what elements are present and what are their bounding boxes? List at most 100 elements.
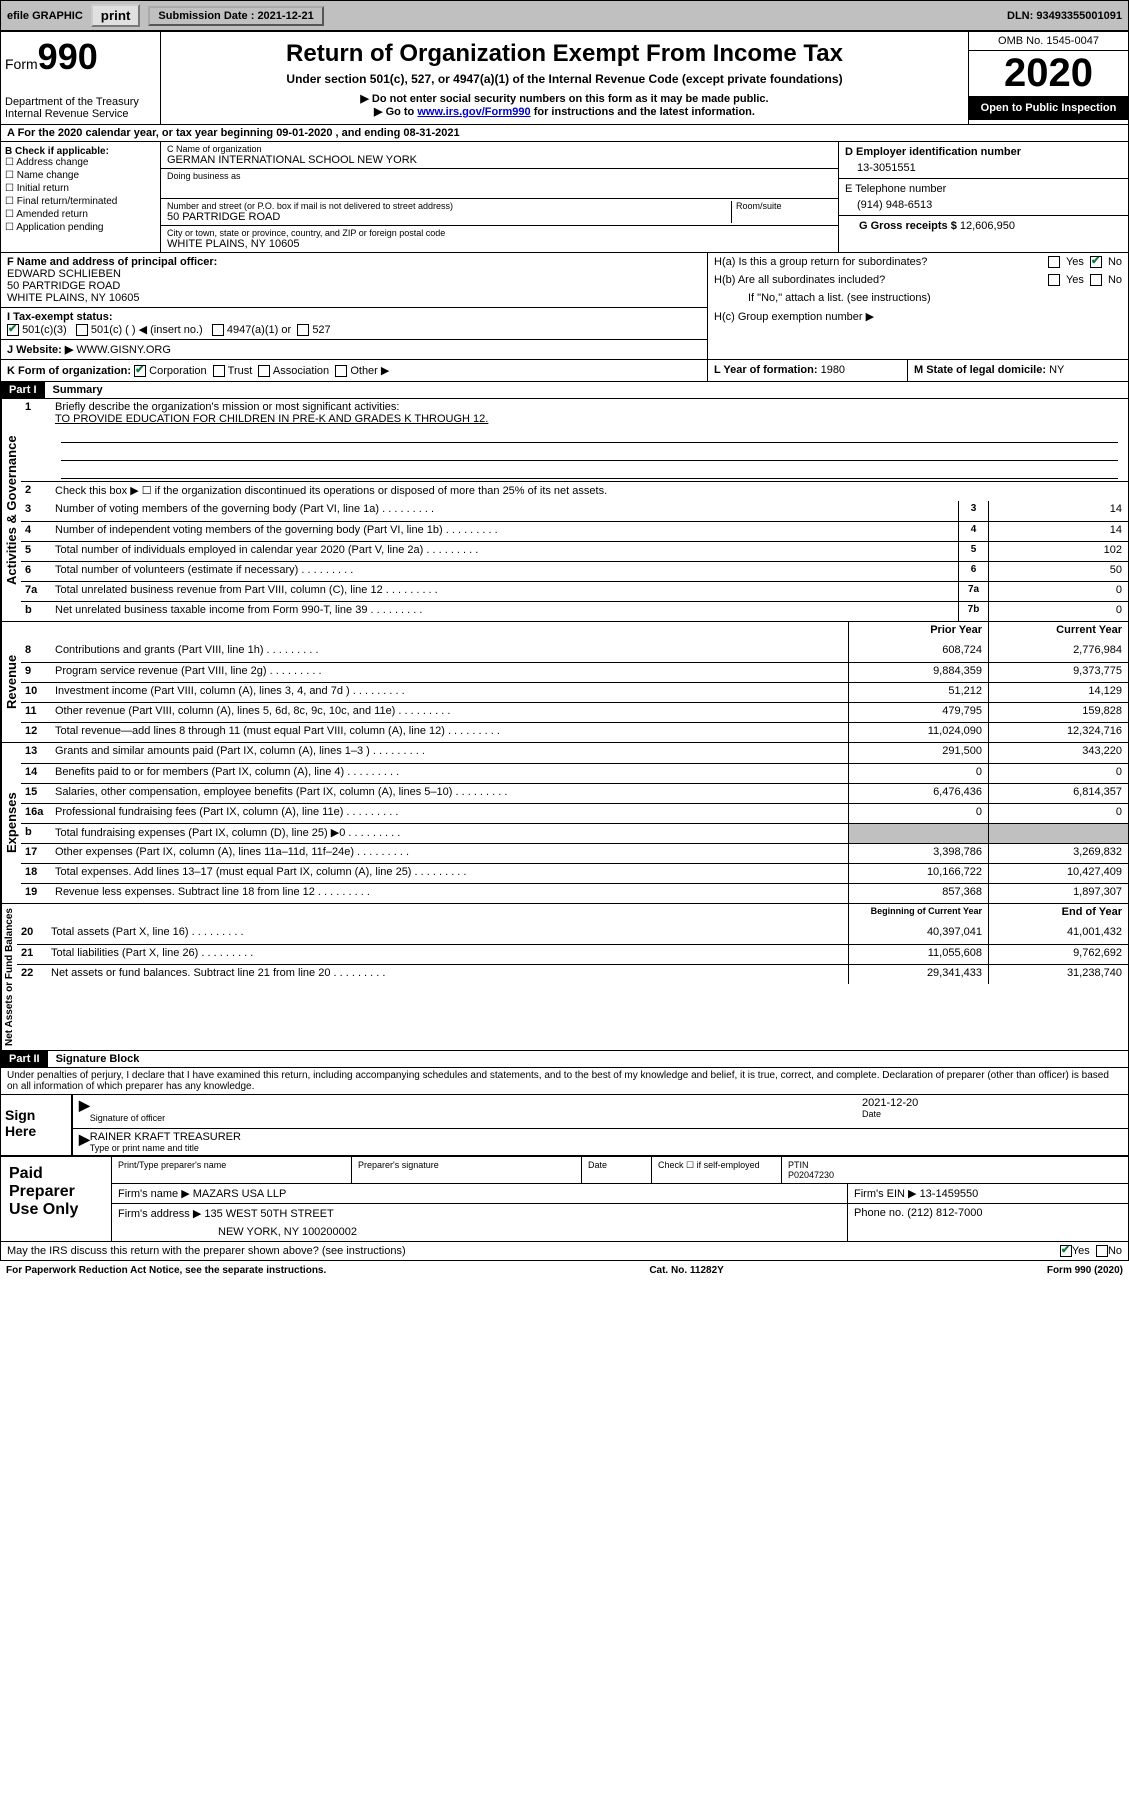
perjury-text: Under penalties of perjury, I declare th… — [0, 1068, 1129, 1095]
hb-yes[interactable] — [1048, 274, 1060, 286]
gross-value: 12,606,950 — [960, 220, 1015, 232]
efile-label: efile GRAPHIC — [7, 10, 83, 22]
note-ssn: ▶ Do not enter social security numbers o… — [165, 92, 964, 105]
form-word: Form — [5, 56, 38, 72]
chk-trust[interactable] — [213, 365, 225, 377]
col-beg: Beginning of Current Year — [848, 904, 988, 924]
ein-value: 13-3051551 — [845, 158, 1122, 174]
col-current: Current Year — [988, 622, 1128, 642]
chk-assoc[interactable] — [258, 365, 270, 377]
sig-date-value: 2021-12-20 — [862, 1097, 1122, 1109]
table-row: 11 Other revenue (Part VIII, column (A),… — [21, 702, 1128, 722]
city-value: WHITE PLAINS, NY 10605 — [167, 238, 832, 250]
tax-status-label: I Tax-exempt status: — [7, 311, 113, 323]
preparer-label: Paid Preparer Use Only — [1, 1157, 111, 1241]
firm-addr-label: Firm's address ▶ — [118, 1208, 201, 1220]
part1-title: Summary — [45, 384, 103, 396]
hb-label: H(b) Are all subordinates included? — [714, 274, 1042, 286]
website-label: J Website: ▶ — [7, 344, 73, 356]
discuss-q: May the IRS discuss this return with the… — [7, 1245, 1060, 1257]
chk-name-change[interactable]: ☐ Name change — [5, 170, 156, 181]
arrow-icon: ▶ — [79, 1131, 90, 1153]
lower-info: F Name and address of principal officer:… — [0, 253, 1129, 360]
prep-h1: Print/Type preparer's name — [112, 1157, 352, 1183]
col-prior: Prior Year — [848, 622, 988, 642]
table-row: 16a Professional fundraising fees (Part … — [21, 803, 1128, 823]
table-row: 22 Net assets or fund balances. Subtract… — [17, 964, 1128, 984]
prep-h4a: Check ☐ if self-employed — [652, 1157, 782, 1183]
revenue-label: Revenue — [1, 622, 21, 742]
discuss-no[interactable] — [1096, 1245, 1108, 1257]
line1-label: Briefly describe the organization's miss… — [55, 401, 399, 413]
ha-yes[interactable] — [1048, 256, 1060, 268]
chk-501c3[interactable] — [7, 324, 19, 336]
chk-initial-return[interactable]: ☐ Initial return — [5, 183, 156, 194]
activities-label: Activities & Governance — [1, 399, 21, 621]
chk-other[interactable] — [335, 365, 347, 377]
ha-no[interactable] — [1090, 256, 1102, 268]
part1-header: Part I Summary — [0, 382, 1129, 399]
table-row: 3 Number of voting members of the govern… — [21, 501, 1128, 521]
city-label: City or town, state or province, country… — [167, 228, 832, 238]
table-row: 19 Revenue less expenses. Subtract line … — [21, 883, 1128, 903]
netassets-section: Net Assets or Fund Balances Beginning of… — [0, 904, 1129, 1051]
irs-link[interactable]: www.irs.gov/Form990 — [417, 106, 530, 118]
chk-527[interactable] — [297, 324, 309, 336]
row-k: K Form of organization: Corporation Trus… — [0, 360, 1129, 382]
firm-addr1: 135 WEST 50TH STREET — [204, 1208, 333, 1220]
addr-value: 50 PARTRIDGE ROAD — [167, 211, 731, 223]
table-row: b Total fundraising expenses (Part IX, c… — [21, 823, 1128, 843]
activities-section: Activities & Governance 1 Briefly descri… — [0, 399, 1129, 622]
sig-date-label: Date — [862, 1109, 1122, 1119]
table-row: 4 Number of independent voting members o… — [21, 521, 1128, 541]
phone-value: (914) 948-6513 — [845, 195, 1122, 211]
table-row: 9 Program service revenue (Part VIII, li… — [21, 662, 1128, 682]
officer-name: EDWARD SCHLIEBEN — [7, 268, 121, 280]
table-row: 20 Total assets (Part X, line 16) 40,397… — [17, 924, 1128, 944]
form-title: Return of Organization Exempt From Incom… — [165, 40, 964, 68]
dept-label: Department of the Treasury Internal Reve… — [5, 96, 156, 120]
preparer-block: Paid Preparer Use Only Print/Type prepar… — [0, 1156, 1129, 1242]
inspection-label: Open to Public Inspection — [969, 96, 1128, 120]
table-row: 12 Total revenue—add lines 8 through 11 … — [21, 722, 1128, 742]
expenses-label: Expenses — [1, 743, 21, 903]
footer: For Paperwork Reduction Act Notice, see … — [0, 1261, 1129, 1280]
tax-year: 2020 — [969, 51, 1128, 96]
revenue-section: Revenue Prior Year Current Year 8 Contri… — [0, 622, 1129, 743]
firm-phone-label: Phone no. — [854, 1207, 904, 1219]
sig-name-label: Type or print name and title — [90, 1143, 1122, 1153]
ein-label: D Employer identification number — [845, 146, 1021, 158]
ptin-value: P02047230 — [788, 1170, 834, 1180]
table-row: 5 Total number of individuals employed i… — [21, 541, 1128, 561]
addr-label: Number and street (or P.O. box if mail i… — [167, 201, 731, 211]
website-value: WWW.GISNY.ORG — [76, 344, 171, 356]
firm-ein-label: Firm's EIN ▶ — [854, 1188, 917, 1200]
sig-officer-label: Signature of officer — [90, 1113, 862, 1123]
chk-501c[interactable] — [76, 324, 88, 336]
form-number: 990 — [38, 36, 98, 77]
firm-phone-value: (212) 812-7000 — [907, 1207, 982, 1219]
chk-amended[interactable]: ☐ Amended return — [5, 209, 156, 220]
print-button[interactable]: print — [91, 4, 141, 27]
chk-final-return[interactable]: ☐ Final return/terminated — [5, 196, 156, 207]
discuss-yes[interactable] — [1060, 1245, 1072, 1257]
table-row: 6 Total number of volunteers (estimate i… — [21, 561, 1128, 581]
hb-note: If "No," attach a list. (see instruction… — [708, 289, 1128, 307]
chk-corp[interactable] — [134, 365, 146, 377]
table-row: 15 Salaries, other compensation, employe… — [21, 783, 1128, 803]
k-label: K Form of organization: — [7, 365, 131, 377]
officer-label: F Name and address of principal officer: — [7, 256, 217, 268]
prep-h2: Preparer's signature — [352, 1157, 582, 1183]
room-label: Room/suite — [732, 201, 832, 211]
officer-addr2: WHITE PLAINS, NY 10605 — [7, 292, 139, 304]
sign-here-label: Sign Here — [1, 1095, 71, 1155]
chk-4947[interactable] — [212, 324, 224, 336]
arrow-icon: ▶ — [79, 1097, 90, 1126]
note-link-pre: ▶ Go to — [374, 106, 417, 118]
chk-pending[interactable]: ☐ Application pending — [5, 222, 156, 233]
firm-addr2: NEW YORK, NY 100200002 — [118, 1220, 841, 1238]
footer-mid: Cat. No. 11282Y — [649, 1265, 723, 1276]
hb-no[interactable] — [1090, 274, 1102, 286]
ha-label: H(a) Is this a group return for subordin… — [714, 256, 1042, 268]
chk-address-change[interactable]: ☐ Address change — [5, 157, 156, 168]
